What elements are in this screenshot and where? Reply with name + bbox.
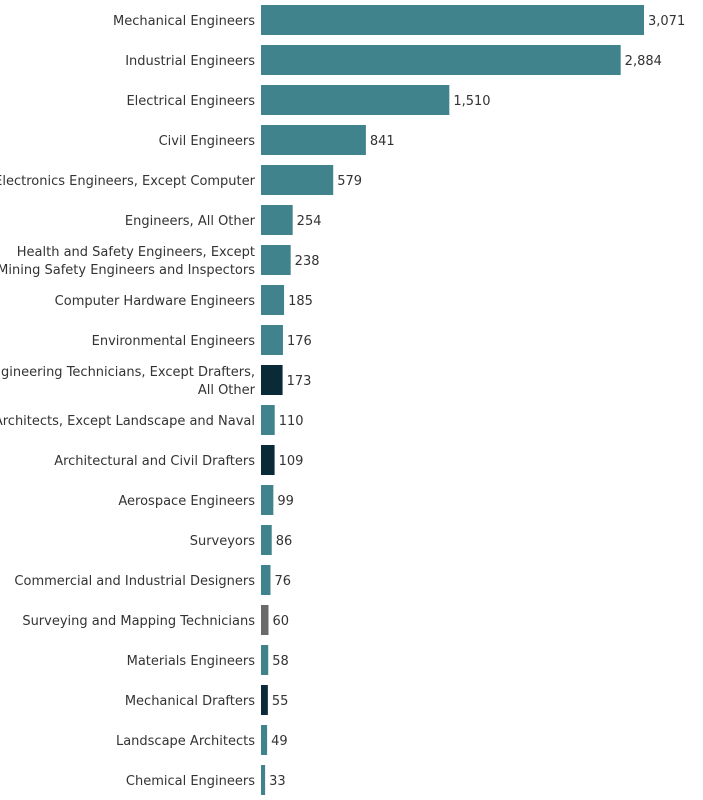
category-label: Landscape Architects	[116, 734, 255, 749]
bar	[261, 485, 274, 515]
category-label: Environmental Engineers	[92, 334, 256, 349]
value-label: 49	[271, 734, 288, 749]
value-label: 33	[269, 774, 286, 789]
bar	[261, 405, 275, 435]
category-label: Materials Engineers	[127, 654, 256, 669]
value-labels: 3,071 2,884 1,510 841 579 254 238 185 176 173 110 1…	[269, 14, 685, 789]
category-label: Civil Engineers	[159, 134, 256, 149]
value-label: 99	[277, 494, 294, 509]
bar	[261, 285, 285, 315]
category-label: Computer Hardware Engineers	[55, 294, 256, 309]
category-label: Architectural and Civil Drafters	[54, 454, 255, 469]
bar	[261, 565, 271, 595]
category-label: Mechanical Engineers	[113, 14, 255, 29]
category-label: Chemical Engineers	[126, 774, 255, 789]
category-label: Surveyors	[190, 534, 256, 549]
bar	[261, 645, 269, 675]
value-label: 60	[272, 614, 289, 629]
bars	[261, 5, 644, 795]
value-label: 841	[370, 134, 395, 149]
value-label: 55	[272, 694, 289, 709]
category-label: Mechanical Drafters	[125, 694, 255, 709]
bar	[261, 725, 268, 755]
category-label: Electronics Engineers, Except Computer	[0, 174, 256, 189]
value-label: 110	[279, 414, 304, 429]
bar	[261, 685, 268, 715]
bar	[261, 165, 334, 195]
value-label: 3,071	[648, 14, 685, 29]
bar	[261, 5, 644, 35]
category-label: Aerospace Engineers	[118, 494, 255, 509]
category-label: Engineering Technicians, Except Drafters…	[0, 365, 256, 398]
bar	[261, 45, 621, 75]
value-label: 238	[295, 254, 320, 269]
bar	[261, 525, 272, 555]
category-labels: Mechanical Engineers Industrial Engineers…	[0, 14, 256, 789]
bar	[261, 85, 450, 115]
category-label: Commercial and Industrial Designers	[14, 574, 255, 589]
category-label: Industrial Engineers	[125, 54, 255, 69]
value-label: 58	[272, 654, 289, 669]
value-label: 2,884	[625, 54, 662, 69]
value-label: 254	[297, 214, 322, 229]
bar	[261, 765, 266, 795]
value-label: 579	[337, 174, 362, 189]
value-label: 176	[287, 334, 312, 349]
category-label: Engineers, All Other	[125, 214, 256, 229]
value-label: 76	[274, 574, 291, 589]
category-label: Health and Safety Engineers, Except Minin…	[0, 245, 255, 278]
value-label: 173	[287, 374, 312, 389]
category-label: Electrical Engineers	[126, 94, 255, 109]
bar	[261, 245, 291, 275]
category-label: Architects, Except Landscape and Naval	[0, 414, 255, 429]
value-label: 1,510	[453, 94, 490, 109]
value-label: 185	[288, 294, 313, 309]
value-label: 109	[279, 454, 304, 469]
bar	[261, 365, 283, 395]
bar	[261, 445, 275, 475]
value-label: 86	[276, 534, 293, 549]
bar	[261, 605, 269, 635]
bar	[261, 205, 293, 235]
category-label: Surveying and Mapping Technicians	[22, 614, 255, 629]
bar	[261, 325, 283, 355]
bar	[261, 125, 366, 155]
